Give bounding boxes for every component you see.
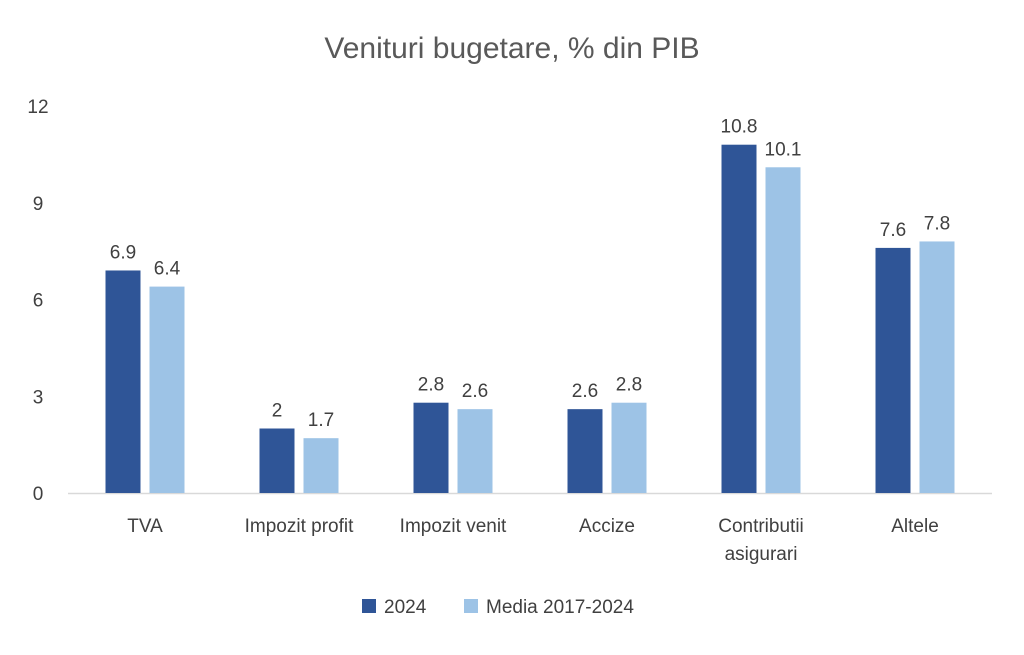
y-tick-label: 0 [33, 484, 44, 505]
data-label: 2 [272, 401, 283, 422]
data-label: 6.9 [110, 242, 136, 263]
bar [457, 409, 493, 493]
bar [721, 144, 757, 493]
y-axis: 0 3 6 9 12 [27, 97, 48, 505]
bar [149, 286, 185, 493]
data-label: 2.8 [616, 375, 642, 396]
data-label: 2.6 [462, 381, 488, 402]
bar [611, 402, 647, 493]
bar [303, 438, 339, 493]
data-label: 2.6 [572, 381, 598, 402]
y-tick-label: 9 [33, 194, 44, 215]
data-label: 6.4 [154, 259, 181, 280]
data-label: 2.8 [418, 375, 444, 396]
y-tick-label: 3 [33, 387, 44, 408]
x-axis: TVA Impozit profit Impozit venit Accize Cont… [68, 492, 992, 565]
data-label: 10.8 [721, 117, 758, 138]
x-category-label: Contributii [718, 516, 804, 537]
legend: 2024 Media 2017-2024 [362, 597, 634, 618]
bar [875, 247, 911, 493]
bar [567, 409, 603, 493]
y-tick-label: 6 [33, 291, 44, 312]
x-category-label: asigurari [725, 544, 798, 565]
chart-title: Venituri bugetare, % din PIB [324, 32, 699, 65]
bar [105, 270, 141, 493]
legend-label: Media 2017-2024 [486, 597, 634, 618]
bar [919, 241, 955, 493]
x-category-label: Impozit venit [400, 516, 507, 537]
data-label: 1.7 [308, 410, 334, 431]
data-labels: 6.9 6.4 2 1.7 2.8 2.6 2.6 2.8 10.8 10.1 7.6 7.8 [110, 117, 950, 431]
legend-label: 2024 [384, 597, 427, 618]
bar [765, 167, 801, 493]
x-category-label: Impozit profit [245, 516, 354, 537]
data-label: 7.8 [924, 213, 950, 234]
y-tick-label: 12 [27, 97, 48, 118]
legend-swatch [362, 599, 376, 613]
bars [105, 144, 955, 493]
data-label: 10.1 [765, 139, 802, 160]
x-category-label: Altele [891, 516, 939, 537]
legend-swatch [464, 599, 478, 613]
bar [259, 428, 295, 493]
x-category-label: Accize [579, 516, 635, 537]
data-label: 7.6 [880, 220, 906, 241]
x-category-label: TVA [127, 516, 163, 537]
bar [413, 402, 449, 493]
